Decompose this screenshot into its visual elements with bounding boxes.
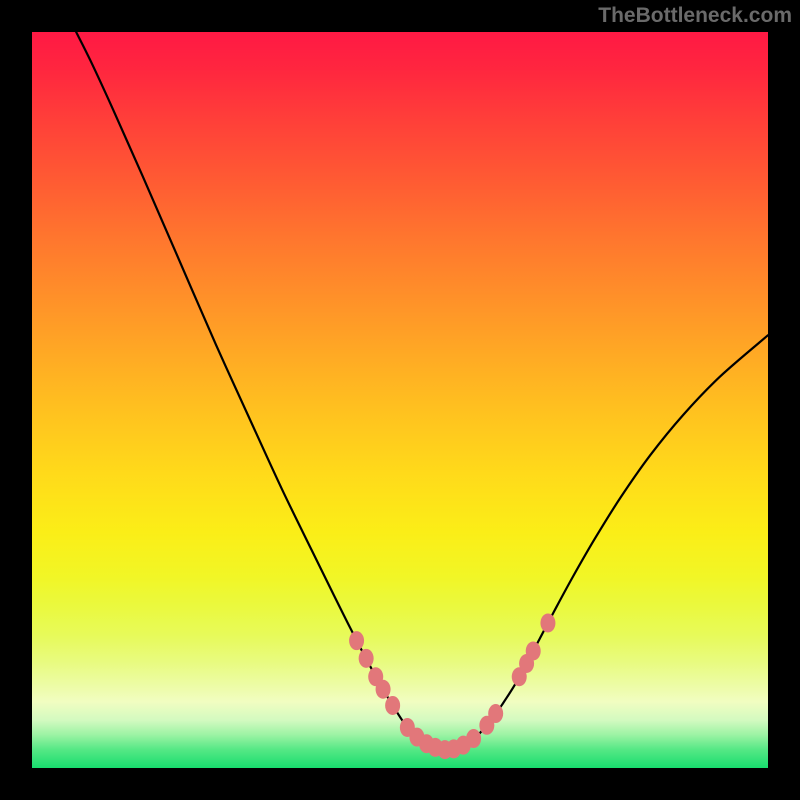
- chart-container: TheBottleneck.com: [0, 0, 800, 800]
- bottleneck-curve-chart: [0, 0, 800, 800]
- watermark-text: TheBottleneck.com: [598, 4, 792, 28]
